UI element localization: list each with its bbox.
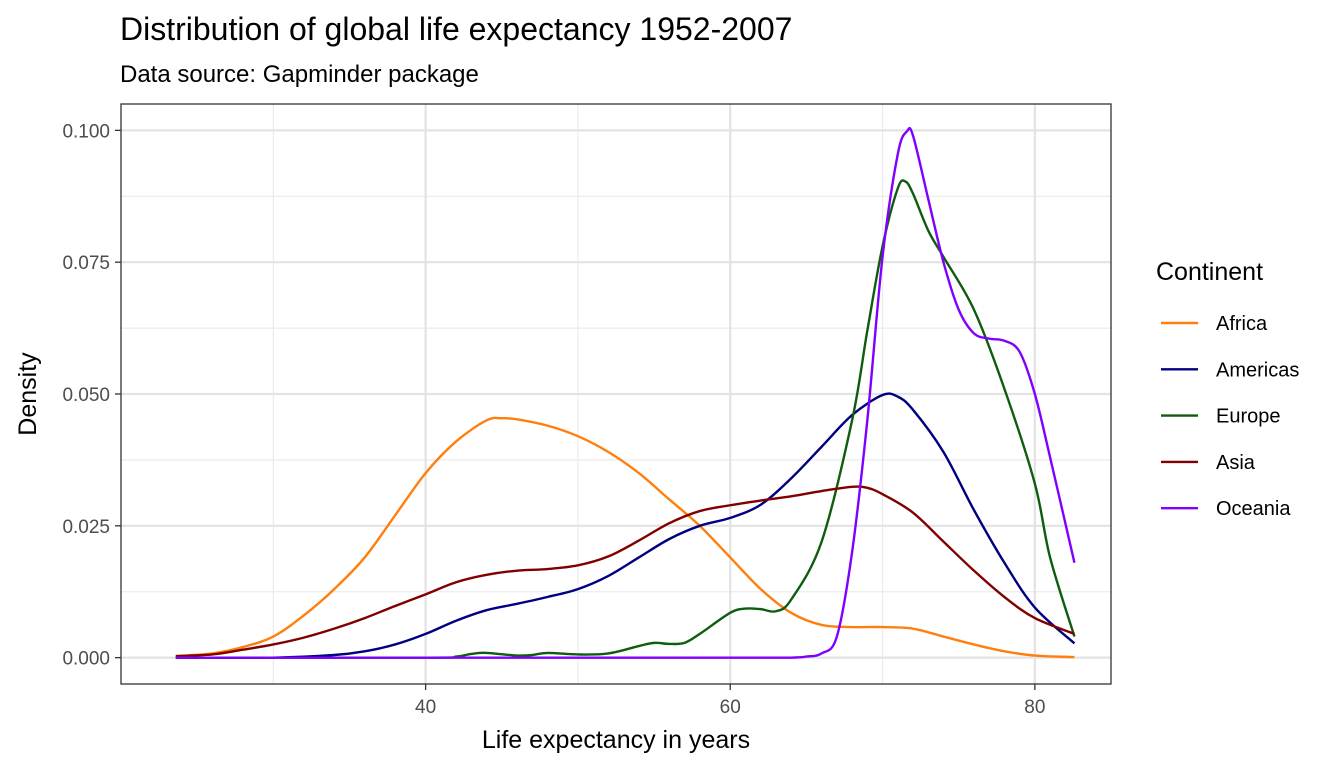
- legend-label-americas: Americas: [1216, 359, 1299, 381]
- legend-label-africa: Africa: [1216, 313, 1268, 335]
- plot-grid: [121, 104, 1111, 684]
- series-line-africa: [175, 416, 1075, 659]
- y-tick-label: 0.000: [62, 649, 110, 670]
- y-tick-label: 0.100: [62, 121, 110, 142]
- y-tick-label: 0.075: [62, 253, 110, 274]
- x-tick-label: 40: [415, 697, 436, 718]
- legend: Continent Africa Americas Europe Asia Oceani…: [1156, 258, 1299, 520]
- legend-label-europe: Europe: [1216, 406, 1281, 428]
- series-line-oceania: [175, 126, 1076, 659]
- chart-subtitle: Data source: Gapminder package: [120, 61, 479, 88]
- legend-label-oceania: Oceania: [1216, 498, 1291, 520]
- series-line-americas: [175, 392, 1076, 660]
- legend-title: Continent: [1156, 258, 1263, 286]
- chart-title: Distribution of global life expectancy 1…: [120, 11, 792, 47]
- y-tick-label: 0.025: [62, 517, 110, 538]
- x-axis-title: Life expectancy in years: [482, 726, 750, 754]
- axes: 40 60 80 0.000 0.025 0.050 0.075 0.100: [62, 121, 1045, 718]
- plot-lines: [175, 126, 1076, 660]
- x-tick-label: 80: [1024, 697, 1045, 718]
- x-tick-label: 60: [720, 697, 741, 718]
- y-axis-title: Density: [14, 352, 42, 436]
- series-line-asia: [175, 485, 1075, 658]
- y-tick-label: 0.050: [62, 385, 110, 406]
- legend-label-asia: Asia: [1216, 452, 1256, 474]
